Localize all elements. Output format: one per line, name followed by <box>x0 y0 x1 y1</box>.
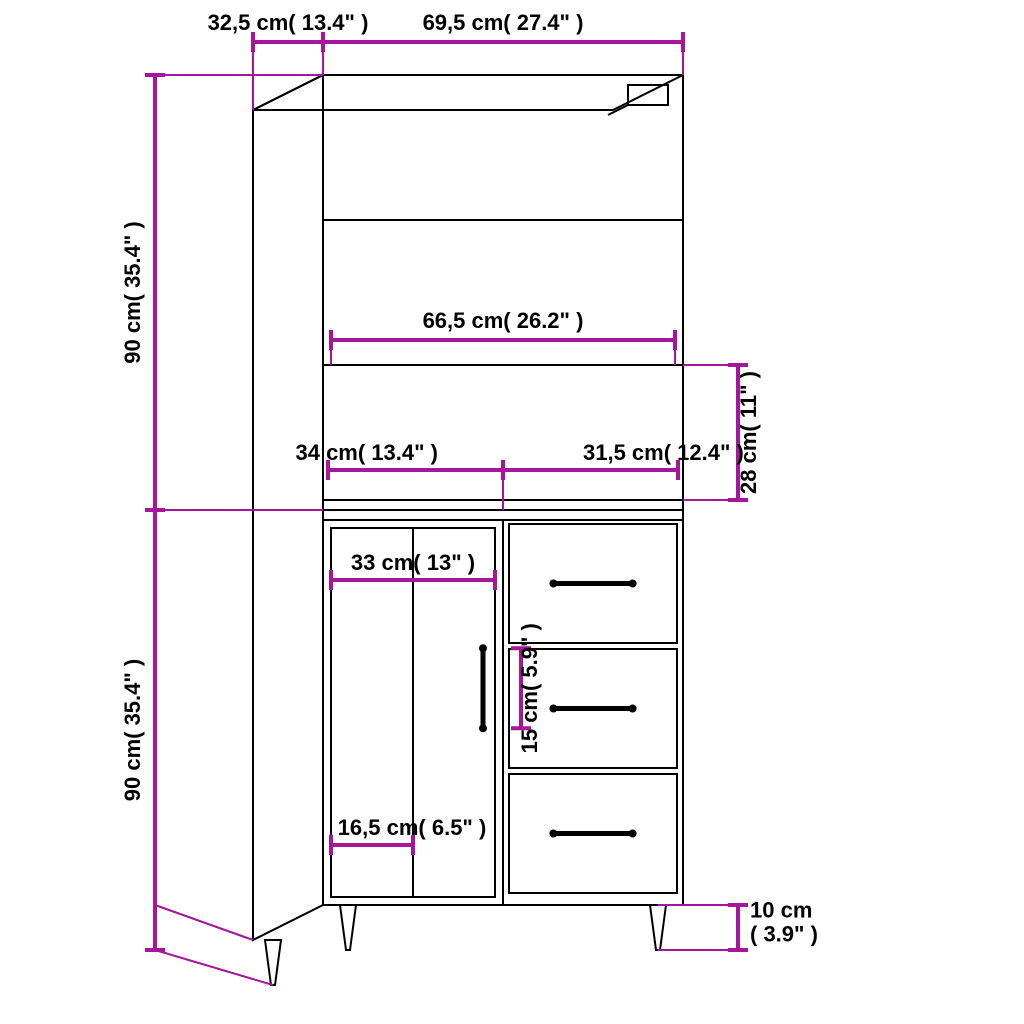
dim-label: 28 cm( 11" ) <box>736 371 761 494</box>
dim-label: 90 cm( 35.4" ) <box>120 221 145 364</box>
dim-label: 31,5 cm( 12.4" ) <box>583 440 744 465</box>
dim-label: 66,5 cm( 26.2" ) <box>423 308 584 333</box>
leg <box>340 905 356 950</box>
top-panel <box>253 75 683 110</box>
dim-label: 69,5 cm( 27.4" ) <box>423 10 584 35</box>
dim-label: 15 cm( 5.9" ) <box>517 623 542 753</box>
dim-label: 34 cm( 13.4" ) <box>295 440 438 465</box>
dim-label: 32,5 cm( 13.4" ) <box>208 10 369 35</box>
dim-label: 33 cm( 13" ) <box>351 550 475 575</box>
leg <box>650 905 666 950</box>
side-panel <box>253 75 323 940</box>
dim-label: ( 3.9" ) <box>750 922 818 947</box>
dim-label: 16,5 cm( 6.5" ) <box>338 815 487 840</box>
hinge-icon <box>628 85 668 105</box>
dim-label: 90 cm( 35.4" ) <box>120 659 145 802</box>
dim-label: 10 cm <box>750 898 812 923</box>
